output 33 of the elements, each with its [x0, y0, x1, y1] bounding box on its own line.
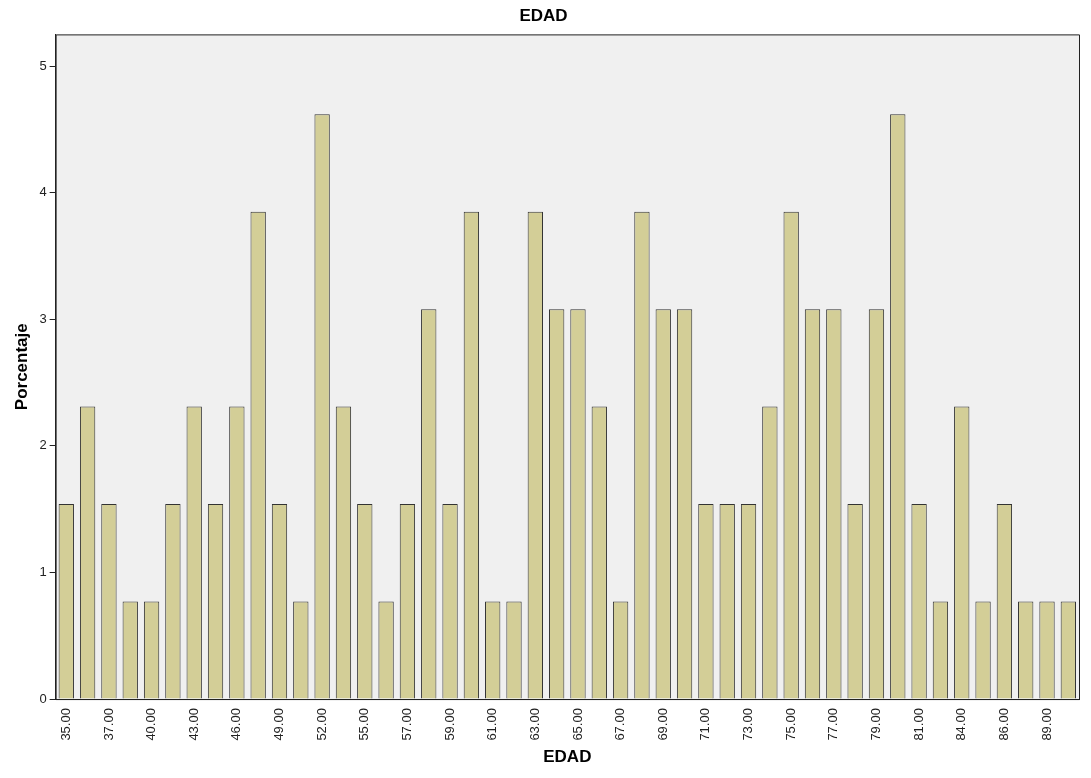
- x-tick-label: 81.00: [910, 708, 926, 741]
- x-tick-label: 71.00: [697, 708, 713, 741]
- x-tick-label: 43.00: [185, 708, 201, 741]
- y-tick-label: 1: [39, 564, 47, 580]
- x-tick-label: 79.00: [868, 708, 884, 741]
- y-tick-label: 3: [39, 310, 47, 326]
- y-tick-label: 4: [39, 184, 47, 200]
- x-tick-label: 89.00: [1038, 708, 1054, 741]
- x-tick-label: 49.00: [271, 708, 287, 741]
- x-tick-label: 55.00: [356, 708, 372, 741]
- x-tick-label: 73.00: [740, 708, 756, 741]
- x-tick-label: 52.00: [313, 708, 329, 741]
- y-tick-label: 2: [39, 437, 47, 453]
- x-axis-title: EDAD: [543, 747, 592, 767]
- x-tick-label: 59.00: [441, 708, 457, 741]
- x-tick-label: 57.00: [398, 708, 414, 741]
- x-tick-label: 46.00: [228, 708, 244, 741]
- x-tick-label: 65.00: [569, 708, 585, 741]
- x-tick-label: 69.00: [654, 708, 670, 741]
- chart-title: EDAD: [519, 5, 568, 25]
- x-tick-label: 77.00: [825, 708, 841, 741]
- x-tick-label: 40.00: [143, 708, 159, 741]
- y-axis-title: Porcentaje: [11, 323, 31, 411]
- x-tick-label: 84.00: [953, 708, 969, 741]
- x-tick-label: 86.00: [995, 708, 1011, 741]
- x-tick-label: 61.00: [484, 708, 500, 741]
- x-tick-label: 35.00: [57, 708, 73, 741]
- x-tick-label: 63.00: [526, 708, 542, 741]
- y-tick-label: 5: [39, 57, 47, 73]
- x-tick-label: 75.00: [782, 708, 798, 741]
- x-tick-label: 37.00: [100, 708, 116, 741]
- y-tick-label: 0: [39, 690, 47, 706]
- x-tick-label: 67.00: [612, 708, 628, 741]
